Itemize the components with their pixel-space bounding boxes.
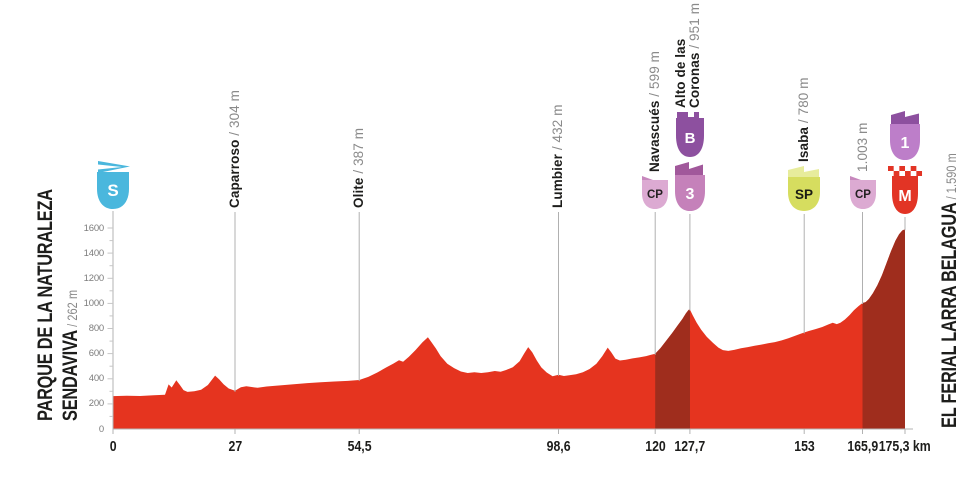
finish-elevation-label: / 1.590 m (943, 153, 959, 203)
waypoint-name: Caparroso (226, 139, 242, 208)
waypoint-name: Olite (351, 177, 367, 208)
x-axis-tick-text: 175,3 km (879, 438, 931, 455)
finish-location-name: EL FERIAL LARRA BELAGUA (938, 202, 961, 428)
start-location-name-line1: PARQUE DE LA NATURALEZA (34, 189, 57, 421)
waypoint-name: Coronas (686, 52, 702, 108)
x-axis-tick-text: 127,7 (674, 438, 706, 455)
waypoint-elevation: / 599 m (647, 50, 663, 101)
intermediate-sprint-icon: SP (786, 166, 822, 217)
x-axis-tick-text: 153 (793, 438, 815, 455)
waypoint-name: Isaba (796, 126, 812, 162)
x-axis-tick-text: 27 (228, 438, 242, 455)
y-axis-tick-label: 1000 (83, 297, 105, 309)
checkpoint-icon: CP (845, 176, 881, 215)
waypoint-elevation: / 780 m (796, 77, 812, 127)
category-3-climb-icon: 3 (672, 162, 708, 217)
x-axis-tick-label: 27 (190, 438, 280, 455)
x-axis-tick-label: 127,7 (645, 438, 735, 455)
y-axis-tick-label: 800 (88, 323, 104, 334)
svg-text:S: S (107, 181, 118, 200)
x-axis-tick-text: 98,6 (546, 438, 571, 455)
x-axis-tick-label: 153 (759, 438, 849, 455)
finish-marker-icon: M (887, 165, 923, 220)
x-axis-tick-text: 165,9 (847, 438, 878, 455)
checkpoint-icon: CP (637, 176, 673, 215)
waypoint-elevation: 1.003 m (854, 122, 870, 172)
svg-text:CP: CP (647, 189, 663, 201)
x-axis-tick-text: 0 (109, 438, 117, 455)
x-axis-tick-label: 54,5 (314, 438, 404, 455)
y-axis-tick-label: 600 (88, 348, 104, 360)
y-axis-tick-label: 1200 (83, 272, 105, 284)
waypoint-name: Navascués (647, 100, 663, 172)
category-1-climb-icon: 1 (887, 111, 923, 166)
bonus-seconds-icon: B (672, 112, 708, 163)
x-axis-tick-label: 0 (68, 438, 158, 455)
y-axis-tick-label: 1400 (83, 247, 105, 259)
x-axis-tick-text: 120 (644, 438, 666, 455)
waypoint-name: Lumbier (550, 154, 566, 208)
y-axis-tick-label: 1600 (83, 222, 105, 234)
svg-text:B: B (685, 130, 696, 147)
svg-text:3: 3 (685, 186, 694, 203)
waypoint-name: Alto de las (672, 38, 688, 108)
svg-text:1: 1 (901, 135, 910, 152)
waypoint-elevation: / 304 m (226, 90, 242, 140)
x-axis-tick-label: 175,3 km (860, 438, 950, 455)
y-axis-tick-label: 0 (98, 423, 104, 435)
waypoint-elevation: / 387 m (351, 127, 367, 178)
start-marker-icon: S (95, 160, 131, 215)
x-axis-tick-label: 120 (610, 438, 700, 455)
svg-text:SP: SP (795, 187, 813, 202)
x-axis-tick-text: 54,5 (347, 438, 372, 455)
y-axis-tick-label: 200 (88, 398, 104, 410)
waypoint-elevation: / 432 m (550, 104, 566, 155)
svg-text:M: M (898, 188, 911, 205)
x-axis-tick-label: 165,9 (818, 438, 908, 455)
svg-text:CP: CP (855, 189, 871, 201)
x-axis-tick-label: 98,6 (513, 438, 603, 455)
waypoint-elevation: / 951 m (686, 2, 702, 53)
y-axis-tick-label: 400 (88, 373, 104, 385)
